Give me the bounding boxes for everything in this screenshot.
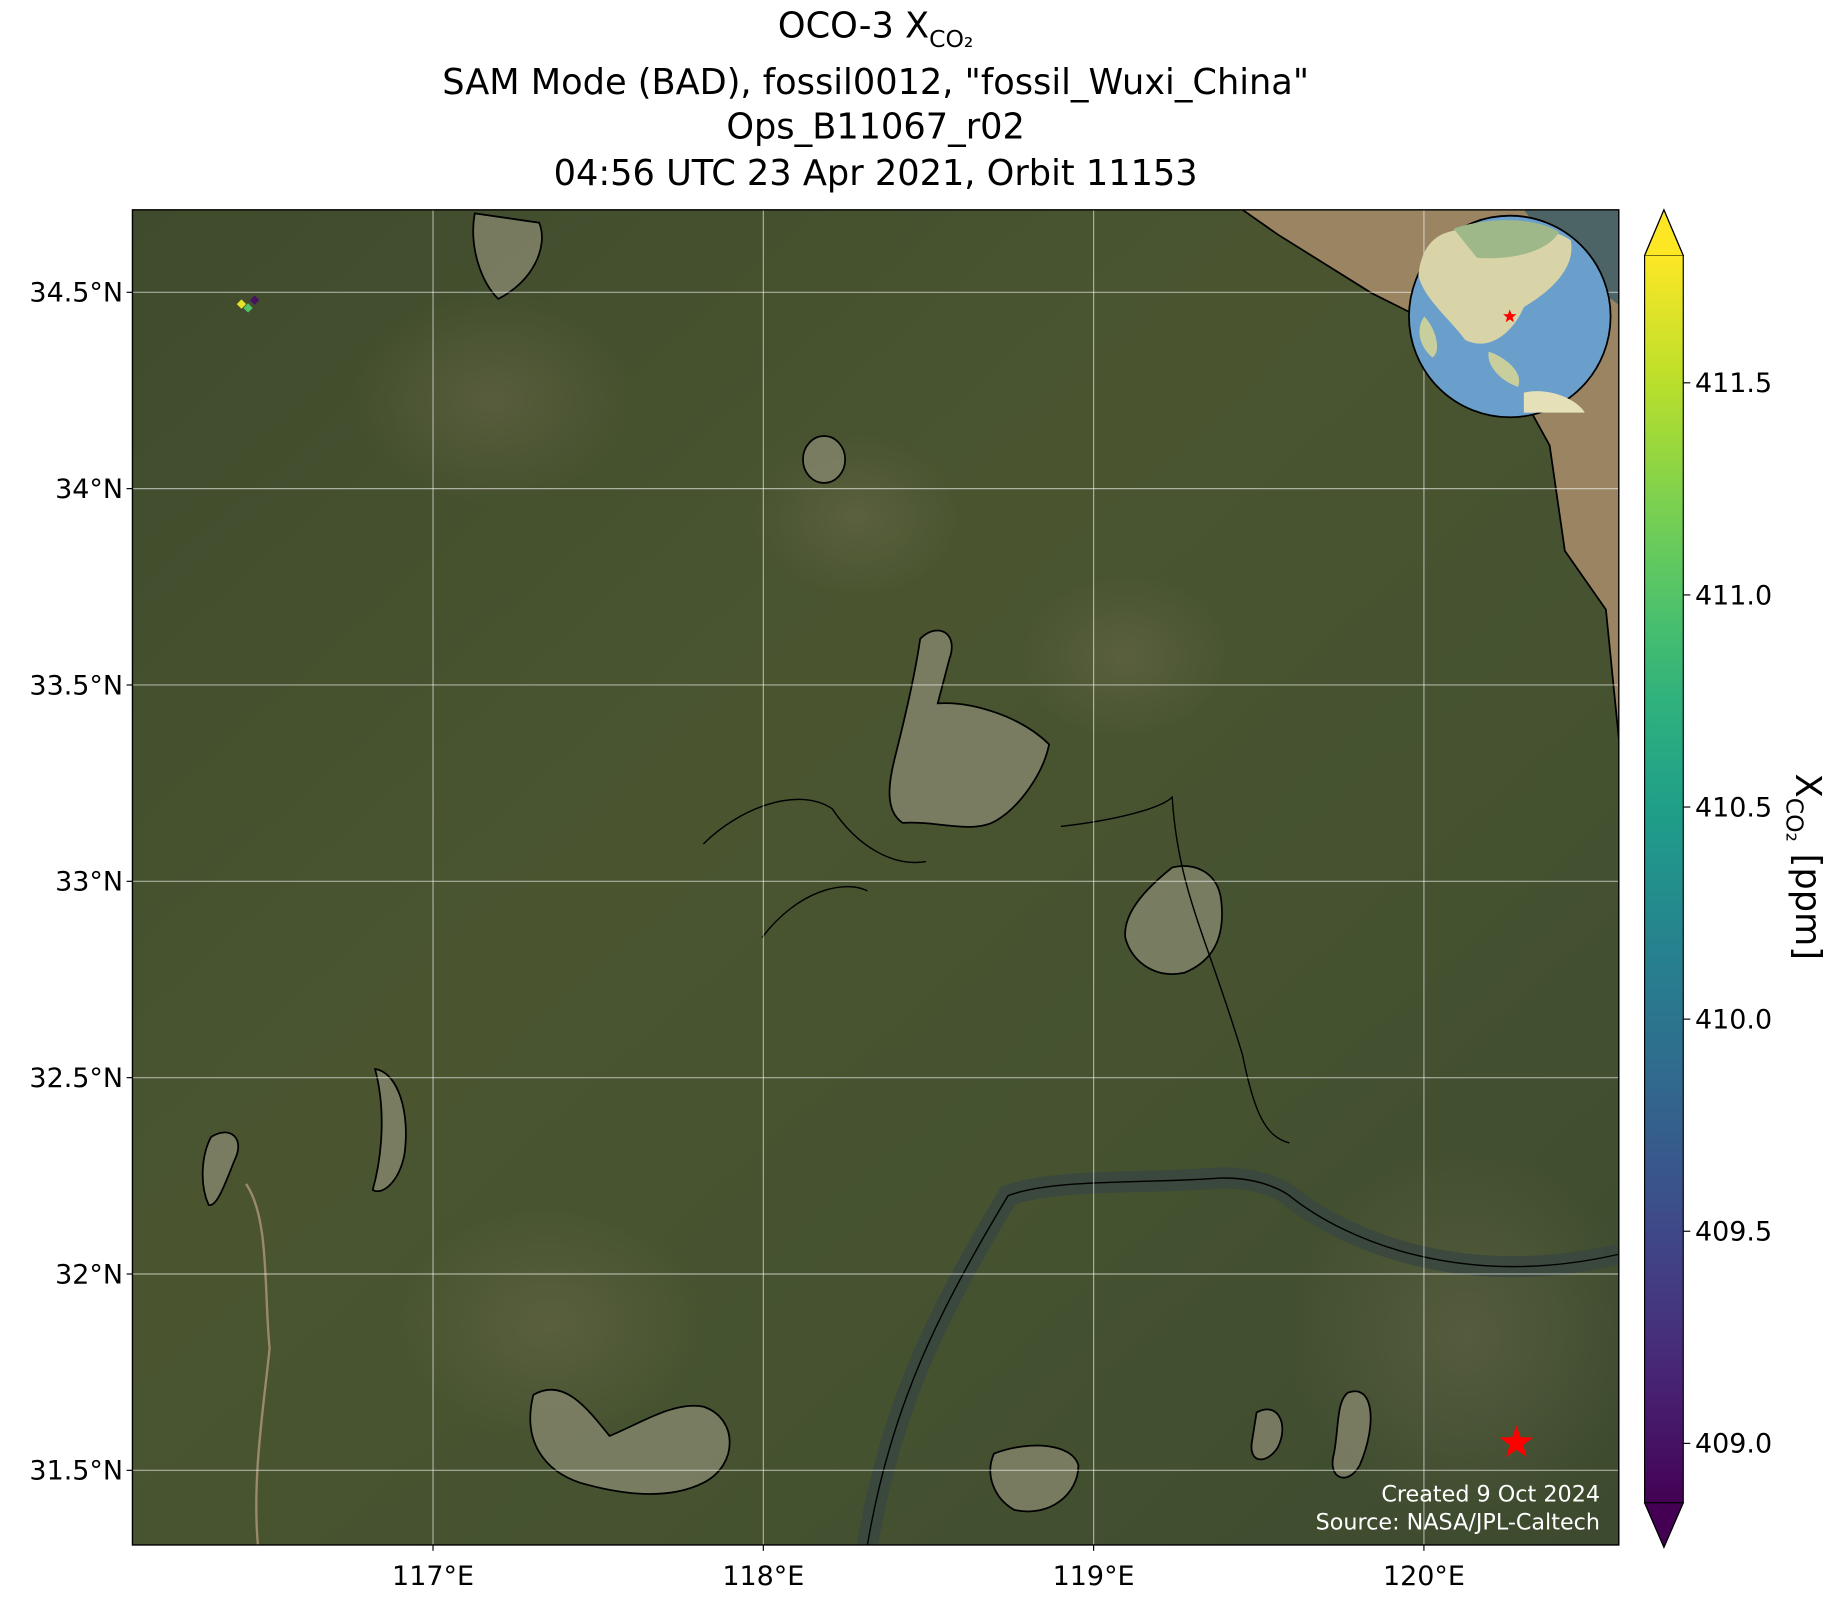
- river: [245, 1183, 271, 1545]
- canal: [1060, 795, 1290, 1144]
- map-frame: [131, 209, 1620, 1546]
- colorbar-outline: [1644, 208, 1684, 1549]
- x-tick-label: 117°E: [392, 1561, 474, 1592]
- colorbar-tick-label: 409.5: [1695, 1217, 1772, 1248]
- haze: [750, 433, 962, 598]
- inset-star: [1503, 309, 1517, 323]
- sounding: [249, 295, 260, 305]
- colorbar-tick-label: 411.0: [1695, 580, 1772, 611]
- y-tick-label: 31.5°N: [29, 1456, 123, 1487]
- x-tick-label: 120°E: [1383, 1561, 1465, 1592]
- subtitle: 04:56 UTC 23 Apr 2021, Orbit 11153: [554, 153, 1198, 194]
- x-tick-label: 119°E: [1053, 1561, 1135, 1592]
- colorbar-body: [1644, 255, 1684, 1503]
- colorbar-label-subscript: CO₂: [1780, 798, 1808, 842]
- credit: Created 9 Oct 2024: [1381, 1482, 1600, 1508]
- colorbar-tick-label: 409.0: [1695, 1429, 1772, 1460]
- yangtze-bank: [866, 1177, 1619, 1545]
- y-tick-label: 33.5°N: [29, 670, 123, 701]
- colorbar-ticks: 409.0 409.5 410.0 410.5 411.0 411.5: [1683, 368, 1772, 1460]
- y-tick-label: 32°N: [55, 1259, 123, 1290]
- colorbar-tick-label: 410.5: [1695, 792, 1772, 823]
- y-tick-label: 33°N: [55, 867, 123, 898]
- y-tick-label: 34.5°N: [29, 278, 123, 309]
- axes: 117°E 118°E 119°E 120°E 31.5°N 32°N 32.5°N 33°N…: [29, 278, 1464, 1592]
- subtitle: Ops_B11067_r02: [726, 106, 1025, 147]
- colorbar-extend-min: [1643, 1502, 1685, 1549]
- map: Created 9 Oct 2024 Source: NASA/JPL-Calt…: [132, 209, 1619, 1545]
- marks: [236, 295, 1534, 1458]
- x-tick-label: 118°E: [722, 1561, 804, 1592]
- colorbar-extend-max: [1643, 208, 1685, 257]
- y-tick-label: 32.5°N: [29, 1063, 123, 1094]
- subtitle: SAM Mode (BAD), fossil0012, "fossil_Wuxi…: [442, 62, 1309, 103]
- lakes: [201, 212, 1372, 1513]
- y-tick-label: 34°N: [55, 474, 123, 505]
- colorbar-label: XCO₂ [ppm]: [1780, 774, 1827, 960]
- title-text: OCO-3 X: [778, 6, 929, 47]
- sounding: [243, 303, 253, 313]
- haze: [398, 1207, 704, 1442]
- title-subscript: CO₂: [929, 25, 973, 53]
- colorbar-label-units: [ppm]: [1787, 854, 1828, 960]
- colorbar-tick-label: 410.0: [1695, 1005, 1772, 1036]
- huai-river: [702, 798, 927, 864]
- credit: Source: NASA/JPL-Caltech: [1316, 1510, 1600, 1536]
- huai-river: [761, 885, 868, 939]
- sounding: [236, 299, 247, 309]
- colorbar: 409.0 409.5 410.0 410.5 411.0 411.5 XCO₂ [ppm]: [1643, 208, 1828, 1549]
- colorbar-label-text: X: [1787, 774, 1828, 798]
- target-star: [1499, 1425, 1534, 1458]
- colorbar-tick-label: 411.5: [1695, 368, 1772, 399]
- haze: [1019, 574, 1231, 739]
- haze: [351, 293, 633, 505]
- grid: [132, 209, 1619, 1545]
- title: OCO-3 XCO₂: [778, 6, 973, 53]
